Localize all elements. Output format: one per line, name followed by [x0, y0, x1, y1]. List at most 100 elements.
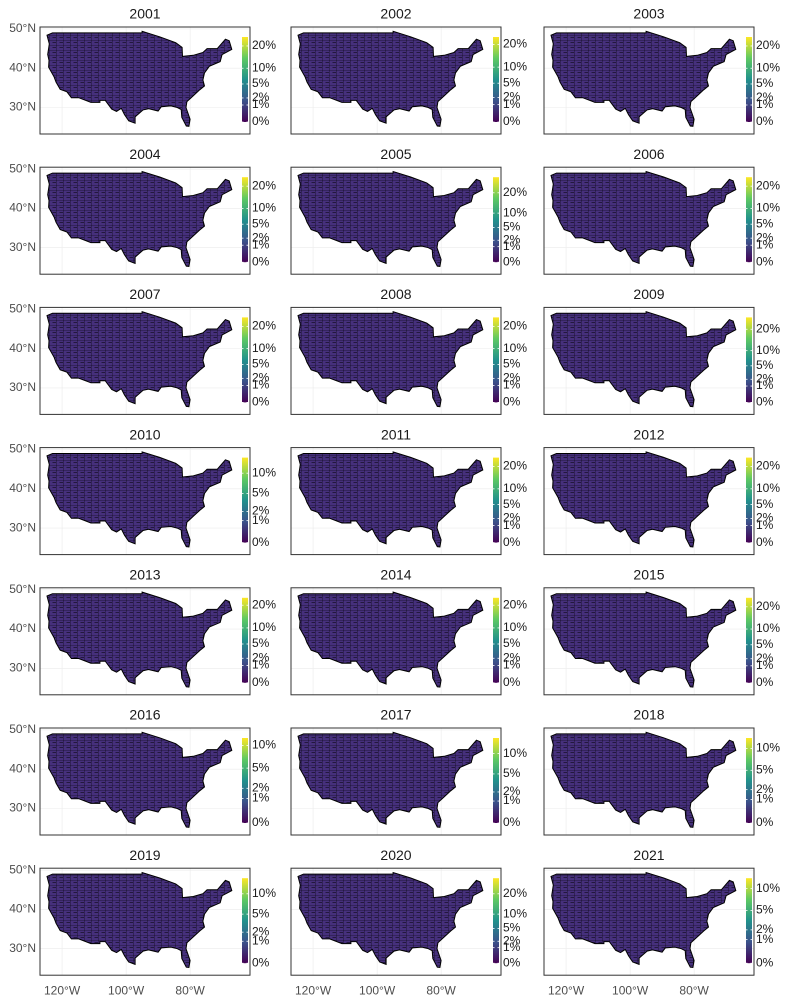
panel-title: 2008 — [380, 286, 411, 302]
lon-tick-label: 80°W — [175, 983, 205, 997]
panel-frame — [39, 306, 251, 415]
colorbar-label: 10% — [756, 60, 780, 74]
us-counties-map — [297, 170, 484, 268]
colorbar-label: 1% — [503, 940, 521, 954]
us-counties-map — [46, 451, 233, 548]
panel-frame — [39, 727, 251, 836]
colorbar-label: 5% — [756, 76, 774, 90]
colorbar-label: 2% — [503, 232, 521, 246]
us-counties-map — [46, 591, 233, 688]
colorbar-label: 1% — [503, 97, 521, 111]
colorbar-label: 5% — [252, 760, 270, 774]
lon-tick-label: 100°W — [108, 983, 145, 997]
colorbar — [242, 317, 248, 403]
us-counties-map — [550, 871, 737, 969]
lat-tick-label: 50°N — [9, 442, 36, 456]
colorbar-label: 20% — [503, 597, 527, 611]
colorbar-label: 1% — [503, 239, 521, 253]
colorbar-label: 2% — [756, 230, 774, 244]
colorbar-label: 10% — [756, 343, 780, 357]
panel-title: 2018 — [633, 707, 664, 723]
lat-tick-label: 40°N — [9, 60, 36, 74]
panel-frame — [543, 306, 755, 415]
colorbar-label: 20% — [252, 38, 276, 52]
colorbar — [746, 738, 752, 823]
colorbar-label: 10% — [503, 59, 527, 73]
colorbar-label: 2% — [252, 650, 270, 664]
colorbar-label: 5% — [252, 486, 270, 500]
colorbar-label: 10% — [503, 906, 527, 920]
colorbar-label: 2% — [252, 924, 270, 938]
colorbar-label: 5% — [503, 497, 521, 511]
panel-title: 2017 — [380, 707, 411, 723]
panel-frame — [290, 306, 502, 415]
colorbar-label: 20% — [503, 459, 527, 473]
colorbar-label: 1% — [756, 378, 774, 392]
panel-title: 2019 — [129, 847, 160, 863]
panel-frame — [39, 447, 251, 556]
colorbar-label: 10% — [503, 620, 527, 634]
colorbar-label: 0% — [756, 114, 774, 128]
colorbar-label: 0% — [252, 815, 270, 829]
us-counties-map — [297, 30, 484, 127]
colorbar — [242, 177, 248, 263]
colorbar — [746, 457, 752, 543]
colorbar — [493, 317, 499, 403]
colorbar-label: 0% — [756, 815, 774, 829]
colorbar-label: 20% — [756, 38, 780, 52]
colorbar-label: 20% — [503, 886, 527, 900]
colorbar-label: 10% — [756, 201, 780, 215]
colorbar-label: 2% — [756, 371, 774, 385]
panel-title: 2010 — [129, 426, 160, 442]
us-counties-map — [46, 731, 233, 828]
panel-frame — [290, 166, 502, 275]
panel-title: 2002 — [380, 6, 411, 22]
colorbar-label: 0% — [756, 254, 774, 268]
colorbar-label: 0% — [252, 395, 270, 409]
colorbar-label: 10% — [252, 465, 276, 479]
colorbar-label: 5% — [756, 216, 774, 230]
colorbar-label: 5% — [756, 358, 774, 372]
colorbar-label: 1% — [756, 237, 774, 251]
colorbar-label: 1% — [503, 793, 521, 807]
panel-title: 2012 — [633, 426, 664, 442]
us-counties-map — [297, 871, 484, 969]
colorbar-label: 5% — [252, 636, 270, 650]
colorbar — [242, 37, 248, 122]
panel-frame — [290, 867, 502, 976]
colorbar-label: 0% — [756, 535, 774, 549]
colorbar-label: 2% — [252, 230, 270, 244]
colorbar-label: 2% — [756, 922, 774, 936]
panel-title: 2004 — [129, 146, 160, 162]
lat-tick-label: 30°N — [9, 520, 36, 534]
colorbar-label: 5% — [503, 636, 521, 650]
us-counties-map — [297, 731, 484, 828]
panel-title: 2001 — [129, 6, 160, 22]
us-counties-map — [297, 591, 484, 688]
colorbar-label: 0% — [503, 815, 521, 829]
colorbar-label: 1% — [252, 791, 270, 805]
lat-tick-label: 30°N — [9, 801, 36, 815]
colorbar-label: 10% — [503, 341, 527, 355]
colorbar-label: 10% — [252, 341, 276, 355]
colorbar — [493, 457, 499, 543]
panel-title: 2016 — [129, 707, 160, 723]
colorbar — [493, 177, 499, 263]
panel-frame — [543, 867, 755, 976]
colorbar — [242, 738, 248, 823]
colorbar — [746, 317, 752, 403]
colorbar-label: 5% — [503, 921, 521, 935]
panel-frame — [290, 26, 502, 135]
lat-tick-label: 50°N — [9, 862, 36, 876]
colorbar-label: 0% — [756, 955, 774, 969]
colorbar-label: 10% — [503, 205, 527, 219]
colorbar-label: 5% — [503, 766, 521, 780]
colorbar-label: 10% — [252, 738, 276, 752]
colorbar-label: 1% — [503, 378, 521, 392]
colorbar-label: 2% — [503, 784, 521, 798]
lat-tick-label: 40°N — [9, 481, 36, 495]
colorbar-label: 10% — [503, 481, 527, 495]
colorbar-label: 2% — [756, 651, 774, 665]
panel-frame — [290, 727, 502, 836]
